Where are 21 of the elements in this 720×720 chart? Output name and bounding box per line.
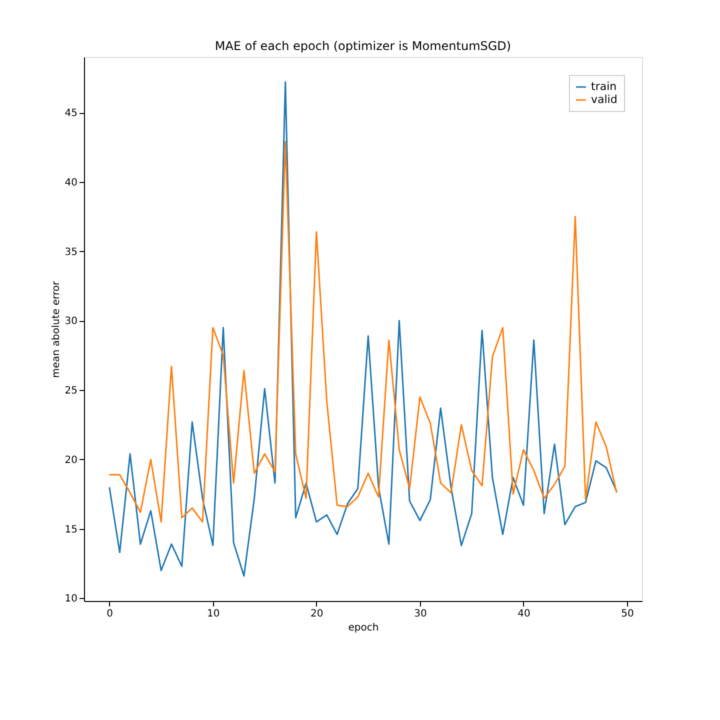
y-axis-title: mean abolute error [50,280,62,378]
y-tick-label: 25 [64,386,78,397]
x-tick-label: 0 [106,608,114,620]
y-tick-label: 15 [64,524,78,536]
x-tick-label: 50 [621,608,634,620]
x-tick-label: 10 [207,608,220,620]
line-series [108,81,618,577]
y-tick-label: 30 [64,316,78,328]
y-tick-label: 45 [64,108,78,120]
x-axis-title: epoch [348,622,379,634]
legend-label: train [591,80,617,93]
x-tick-label: 30 [414,608,427,620]
chart-title: MAE of each epoch (optimizer is MomentumSGD) [214,39,512,53]
line-series [108,140,618,523]
y-tick-label: 10 [64,594,78,605]
legend-label: valid [591,93,618,106]
y-tick-label: 20 [64,454,78,466]
y-tick-label: 35 [64,246,78,258]
x-tick-label: 20 [310,608,324,620]
y-tick-label: 40 [64,177,78,188]
x-tick-label: 40 [518,608,530,620]
